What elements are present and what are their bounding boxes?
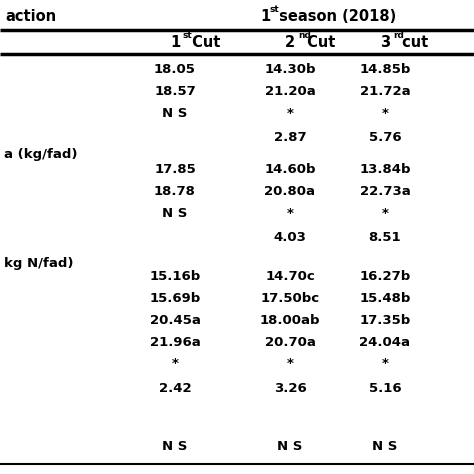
Text: 22.73a: 22.73a bbox=[360, 184, 410, 198]
Text: kg N/fad): kg N/fad) bbox=[4, 257, 73, 271]
Text: N S: N S bbox=[372, 439, 398, 453]
Text: 14.60b: 14.60b bbox=[264, 163, 316, 175]
Text: 14.85b: 14.85b bbox=[359, 63, 410, 75]
Text: 15.16b: 15.16b bbox=[149, 270, 201, 283]
Text: 14.30b: 14.30b bbox=[264, 63, 316, 75]
Text: *: * bbox=[287, 357, 293, 371]
Text: N S: N S bbox=[162, 439, 188, 453]
Text: 18.78: 18.78 bbox=[154, 184, 196, 198]
Text: season (2018): season (2018) bbox=[274, 9, 396, 24]
Text: st: st bbox=[183, 30, 193, 39]
Text: cut: cut bbox=[397, 35, 428, 49]
Text: *: * bbox=[382, 357, 388, 371]
Text: 21.96a: 21.96a bbox=[150, 336, 201, 348]
Text: 2.42: 2.42 bbox=[159, 382, 191, 394]
Text: *: * bbox=[382, 207, 388, 219]
Text: 8.51: 8.51 bbox=[369, 230, 401, 244]
Text: 5.76: 5.76 bbox=[369, 130, 401, 144]
Text: 3: 3 bbox=[380, 35, 390, 49]
Text: 17.85: 17.85 bbox=[154, 163, 196, 175]
Text: *: * bbox=[382, 107, 388, 119]
Text: action: action bbox=[5, 9, 56, 24]
Text: 15.69b: 15.69b bbox=[149, 292, 201, 304]
Text: 2.87: 2.87 bbox=[273, 130, 306, 144]
Text: a (kg/fad): a (kg/fad) bbox=[4, 147, 78, 161]
Text: 4.03: 4.03 bbox=[273, 230, 306, 244]
Text: *: * bbox=[172, 357, 178, 371]
Text: N S: N S bbox=[162, 107, 188, 119]
Text: rd: rd bbox=[393, 30, 404, 39]
Text: N S: N S bbox=[277, 439, 303, 453]
Text: Cut: Cut bbox=[302, 35, 336, 49]
Text: 21.20a: 21.20a bbox=[264, 84, 315, 98]
Text: 15.48b: 15.48b bbox=[359, 292, 410, 304]
Text: 1: 1 bbox=[170, 35, 180, 49]
Text: *: * bbox=[287, 107, 293, 119]
Text: 24.04a: 24.04a bbox=[359, 336, 410, 348]
Text: Cut: Cut bbox=[187, 35, 220, 49]
Text: 14.70c: 14.70c bbox=[265, 270, 315, 283]
Text: 21.72a: 21.72a bbox=[360, 84, 410, 98]
Text: 20.70a: 20.70a bbox=[264, 336, 315, 348]
Text: st: st bbox=[270, 4, 280, 13]
Text: 13.84b: 13.84b bbox=[359, 163, 411, 175]
Text: 20.45a: 20.45a bbox=[150, 313, 201, 327]
Text: 17.50bc: 17.50bc bbox=[260, 292, 319, 304]
Text: 16.27b: 16.27b bbox=[359, 270, 410, 283]
Text: 3.26: 3.26 bbox=[273, 382, 306, 394]
Text: 2: 2 bbox=[285, 35, 295, 49]
Text: 1: 1 bbox=[260, 9, 270, 24]
Text: N S: N S bbox=[162, 207, 188, 219]
Text: 18.57: 18.57 bbox=[154, 84, 196, 98]
Text: 17.35b: 17.35b bbox=[359, 313, 410, 327]
Text: 5.16: 5.16 bbox=[369, 382, 401, 394]
Text: 20.80a: 20.80a bbox=[264, 184, 316, 198]
Text: 18.00ab: 18.00ab bbox=[260, 313, 320, 327]
Text: 18.05: 18.05 bbox=[154, 63, 196, 75]
Text: *: * bbox=[287, 207, 293, 219]
Text: nd: nd bbox=[298, 30, 311, 39]
